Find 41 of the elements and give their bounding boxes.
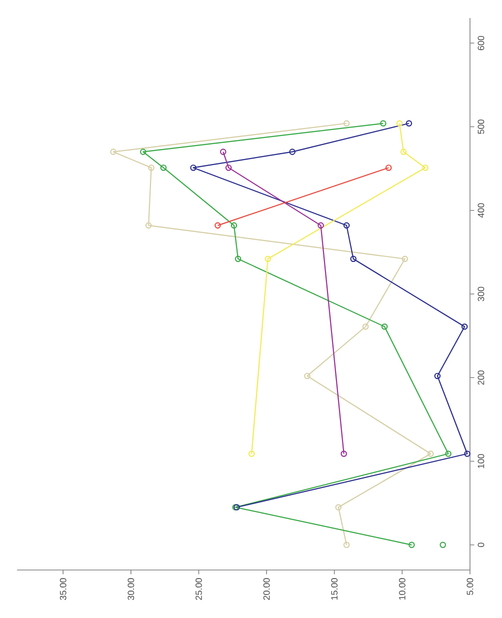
y-tick-label: 0 [478, 542, 484, 548]
point [464, 450, 470, 457]
point [289, 148, 296, 155]
x-tick-label: 30.00 [128, 578, 134, 600]
x-tick-label: 20.00 [263, 578, 270, 600]
point [225, 164, 232, 171]
x-tick-label: 15.00 [331, 578, 338, 600]
point [110, 148, 116, 155]
point [140, 148, 146, 155]
point [428, 450, 434, 457]
point [400, 148, 407, 155]
point [264, 256, 272, 262]
x-tick-label: 35.00 [60, 578, 66, 600]
point [402, 256, 408, 262]
point [190, 164, 196, 171]
y-tick-label: 300 [478, 286, 484, 302]
point [145, 222, 152, 229]
x-tick-label: 10.00 [398, 578, 406, 600]
point [148, 164, 154, 171]
y-tick-label: 200 [478, 370, 484, 385]
point [350, 256, 356, 262]
point [160, 164, 167, 171]
y-tick-label: 500 [478, 120, 484, 134]
point [335, 504, 342, 510]
point [422, 164, 428, 171]
x-tick-label: 25.00 [196, 578, 202, 600]
point [343, 222, 350, 229]
point [318, 222, 324, 229]
x-tick-label: 5.00 [466, 578, 474, 595]
y-tick-label: 100 [478, 454, 484, 468]
point [434, 372, 441, 380]
point [234, 256, 242, 262]
point [362, 323, 369, 330]
point [230, 222, 238, 229]
y-tick-label: 600 [478, 36, 484, 50]
point [445, 450, 452, 457]
point [381, 323, 388, 330]
point [304, 372, 310, 380]
point [440, 542, 446, 548]
y-tick-label: 400 [478, 203, 484, 218]
point [461, 323, 468, 330]
